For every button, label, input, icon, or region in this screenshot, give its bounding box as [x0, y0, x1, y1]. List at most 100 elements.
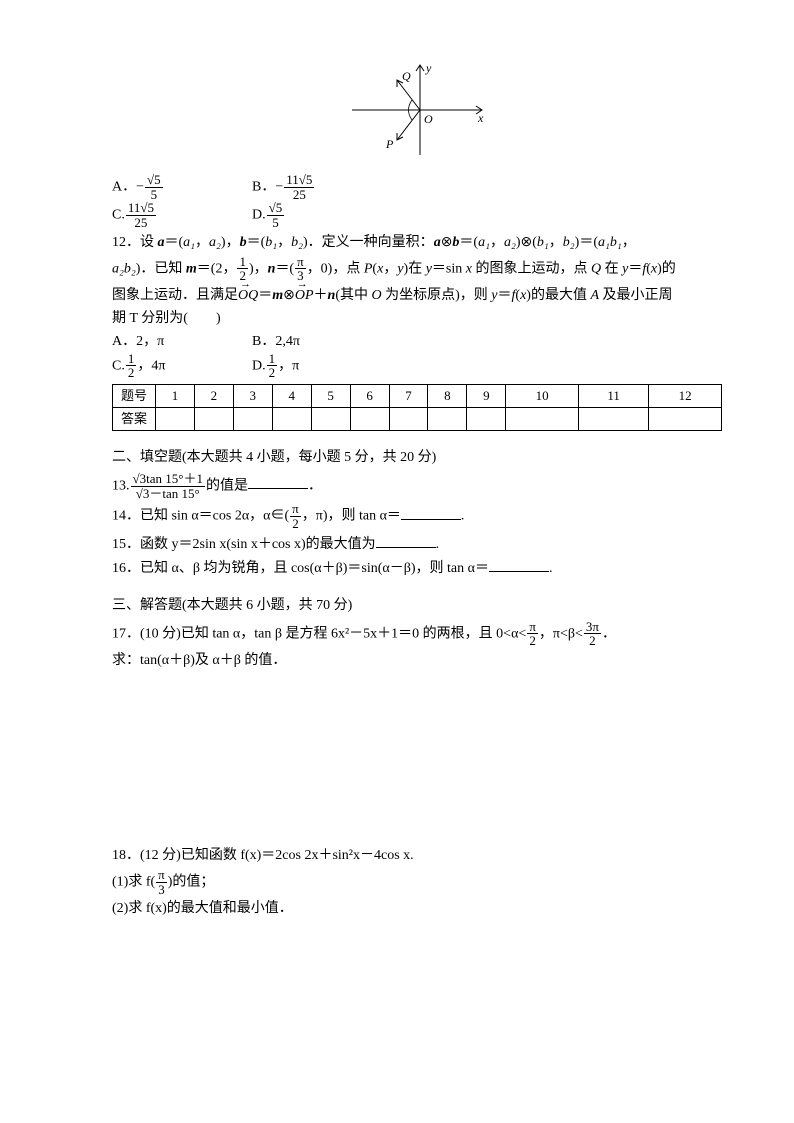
q12-l2n: )的 [657, 261, 676, 276]
q12-B: B．2,4π [252, 331, 412, 352]
num-cell: 8 [428, 385, 467, 408]
table-row: 题号 1 2 3 4 5 6 7 8 9 10 11 12 [113, 385, 722, 408]
num-cell: 12 [649, 385, 722, 408]
num-cell: 5 [311, 385, 350, 408]
q12-Dl: D. [252, 358, 266, 373]
ptO: O [372, 288, 382, 303]
q14-num: π [290, 502, 301, 517]
point-p-label: P [385, 137, 394, 151]
q12-A: A．2，π [112, 331, 252, 352]
q12-l3c: ＝ [498, 288, 512, 303]
choice-b-num: 11√5 [284, 173, 314, 188]
q12-l3b: 为坐标原点)，则 [382, 288, 492, 303]
q17-line2: 求：tan(α＋β)及 α＋β 的值． [112, 650, 722, 671]
q14-den: 2 [290, 517, 301, 531]
workspace-gap [112, 673, 722, 843]
table-row: 答案 [113, 408, 722, 431]
blank-field [376, 533, 436, 548]
q13-num: √3tan 15°＋1 [131, 472, 205, 487]
q17-f1n: π [527, 620, 538, 635]
b2b: b₂ [563, 235, 575, 250]
q12-Cl: C. [112, 358, 125, 373]
num-cell: 1 [156, 385, 195, 408]
q12-Dn: 1 [267, 352, 278, 367]
vm: m [272, 288, 283, 303]
num-cell: 2 [194, 385, 233, 408]
q17-mid: ，π<β< [539, 626, 583, 641]
vec-op: OP [295, 285, 314, 306]
num-cell: 11 [578, 385, 648, 408]
q17-f2n: 3π [584, 620, 601, 635]
axis-x-label: x [477, 111, 484, 125]
plus: ＋ [314, 288, 328, 303]
q12-t7: )．定义一种向量积： [303, 235, 434, 250]
q12-l2l: ＝ [628, 261, 642, 276]
q12-l3p: (其中 [335, 288, 371, 303]
hdr-cell: 题号 [113, 385, 156, 408]
q13-tail: 的值是 [206, 478, 248, 493]
coordinate-diagram: y x O Q P [112, 60, 722, 167]
q14-mid: ，π)，则 tan α＝ [302, 509, 401, 524]
num-cell: 10 [506, 385, 579, 408]
q12-t10: )⊗( [516, 235, 537, 250]
q18-line1: 18．(12 分)已知函数 f(x)＝2cos 2x＋sin²x－4cos x. [112, 845, 722, 866]
q12-l2b: ＝(2， [197, 261, 237, 276]
f2n: π [295, 255, 306, 270]
q15-text: 15．函数 y＝2sin x(sin x＋cos x)的最大值为 [112, 537, 376, 552]
q12-l2k: 在 [601, 261, 622, 276]
q16-t: . [549, 561, 553, 576]
q13-lead: 13. [112, 478, 130, 493]
q18-fn: π [156, 868, 167, 883]
q13: 13.√3tan 15°＋1√3－tan 15°的值是． [112, 472, 722, 500]
q17-f1d: 2 [527, 634, 538, 648]
q12-t6: ， [277, 235, 291, 250]
answer-table: 题号 1 2 3 4 5 6 7 8 9 10 11 12 答案 [112, 384, 722, 431]
origin-label: O [424, 112, 433, 126]
q12-line1: 12．设 a＝(a₁，a₂)，b＝(b₁，b₂)．定义一种向量积：a⊗b＝(a₁… [112, 232, 722, 253]
q12-l3e: )的最大值 [526, 288, 590, 303]
q12-l2e: ，0)，点 [307, 261, 364, 276]
q12-t1: 12．设 [112, 235, 158, 250]
a1b1: a₁b₁ [598, 235, 622, 250]
q12-l2d: ＝( [275, 261, 294, 276]
q18-fd: 3 [156, 883, 167, 897]
choice-d-den: 5 [267, 216, 285, 230]
vec-a: a [158, 235, 165, 250]
num-cell: 3 [233, 385, 272, 408]
q12-t5: ＝( [247, 235, 266, 250]
q14-t: . [461, 509, 465, 524]
q17-line1: 17．(10 分)已知 tan α，tan β 是方程 6x²－5x＋1＝0 的… [112, 620, 722, 648]
f1n: 1 [237, 255, 248, 270]
section3-header: 三、解答题(本大题共 6 小题，共 70 分) [112, 595, 722, 616]
q12-l2a: )．已知 [136, 261, 186, 276]
axis-y-label: y [425, 61, 432, 75]
q18-line2: (1)求 f(π3)的值； [112, 868, 722, 896]
choice-a-num: √5 [147, 172, 161, 187]
q12-Cd: 2 [126, 366, 137, 380]
q12-l2j: 的图象上运动，点 [472, 261, 591, 276]
ot2: ⊗ [283, 288, 295, 303]
q17-t: ． [602, 626, 616, 641]
a2b2: a₂b₂ [112, 261, 136, 276]
num-cell: 9 [467, 385, 506, 408]
vA: A [590, 288, 599, 303]
num-cell: 4 [272, 385, 311, 408]
q13-p: ． [308, 478, 322, 493]
q12-t3: ， [195, 235, 209, 250]
q12-Ct: ，4π [137, 358, 165, 373]
choice-d-lead: D. [252, 208, 266, 223]
q15: 15．函数 y＝2sin x(sin x＋cos x)的最大值为. [112, 533, 722, 555]
q12-l2h: )在 [404, 261, 426, 276]
q12-choices-row1: A．2，π B．2,4π [112, 331, 722, 352]
q17-f2d: 2 [584, 634, 601, 648]
vec-oq: OQ [238, 285, 258, 306]
q12-t12: )＝( [575, 235, 598, 250]
q12-line2: a₂b₂)．已知 m＝(2，12)，n＝(π3，0)，点 P(x，y)在 y＝s… [112, 255, 722, 283]
choice-b-lead: B．− [252, 179, 283, 194]
q11-choices-row1: A．−√55 B．−11√525 [112, 173, 722, 201]
ptQ: Q [591, 261, 601, 276]
q16-text: 16．已知 α、β 均为锐角，且 cos(α＋β)＝sin(α－β)，则 tan… [112, 561, 489, 576]
q12-l2g: ， [383, 261, 397, 276]
q12-t8: ＝( [459, 235, 478, 250]
q12-choices-row2: C.12，4π D.12，π [112, 352, 722, 380]
